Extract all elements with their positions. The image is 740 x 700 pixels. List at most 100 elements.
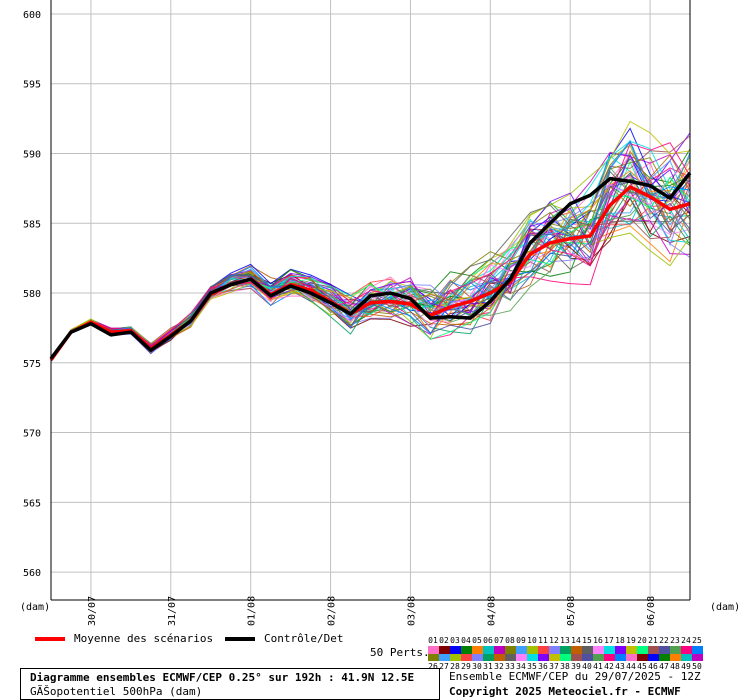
pert-number-top: 08 [505, 636, 515, 645]
main-series-lines [49, 171, 692, 362]
x-tick-label: 02/08 [327, 596, 338, 626]
pert-swatch-top [505, 646, 516, 654]
pert-swatch-bottom [516, 654, 527, 661]
x-tick-label: 05/08 [566, 596, 577, 626]
pert-swatch-bottom [483, 654, 494, 661]
pert-swatch-top [549, 646, 560, 654]
y-tick-labels: 560 565 570 575 580 585 590 595 600 [23, 10, 41, 579]
pert-swatch-top [648, 646, 659, 654]
pert-number-top: 12 [549, 636, 559, 645]
pert-number-top: 06 [483, 636, 493, 645]
y-axis-unit-left: (dam) [20, 602, 50, 613]
pert-number-top: 22 [659, 636, 669, 645]
y-tick-label: 570 [23, 429, 41, 440]
pert-number-bottom: 43 [615, 662, 625, 670]
pert-swatch-top [428, 646, 439, 654]
pert-swatch-top [681, 646, 692, 654]
perts-legend-label: 50 Perts. [370, 646, 430, 659]
pert-swatch-top [626, 646, 637, 654]
pert-number-bottom: 45 [637, 662, 647, 670]
pert-number-top: 09 [516, 636, 526, 645]
y-tick-label: 585 [23, 219, 41, 230]
pert-swatch-top [593, 646, 604, 654]
x-tick-label: 06/08 [646, 596, 657, 626]
chart-axes [50, 0, 691, 601]
ensemble-member-line [50, 155, 691, 359]
ensemble-member-line [50, 178, 691, 360]
ensemble-member-line [50, 142, 691, 360]
pert-swatch-bottom [494, 654, 505, 661]
pert-number-top: 05 [472, 636, 482, 645]
pert-number-top: 03 [450, 636, 460, 645]
diagram-info-box: Diagramme ensembles ECMWF/CEP 0.25° sur … [20, 668, 440, 700]
pert-number-bottom: 26 [428, 662, 438, 670]
pert-number-bottom: 49 [681, 662, 691, 670]
pert-swatch-top [538, 646, 549, 654]
pert-swatch-bottom [428, 654, 439, 661]
pert-swatch-bottom [637, 654, 648, 661]
y-tick-label: 560 [23, 568, 41, 579]
pert-number-top: 21 [648, 636, 658, 645]
pert-swatch-bottom [582, 654, 593, 661]
x-tick-label: 31/07 [167, 596, 178, 626]
pert-number-top: 16 [593, 636, 603, 645]
pert-number-bottom: 42 [604, 662, 614, 670]
pert-number-top: 01 [428, 636, 438, 645]
diagram-title: Diagramme ensembles ECMWF/CEP 0.25° sur … [30, 671, 415, 684]
pert-swatch-top [439, 646, 450, 654]
pert-swatch-bottom [692, 654, 703, 661]
control-series-line [49, 171, 692, 360]
pert-number-top: 24 [681, 636, 691, 645]
pert-swatch-bottom [659, 654, 670, 661]
pert-swatch-bottom [615, 654, 626, 661]
control-legend-swatch [225, 637, 255, 641]
ensemble-member-line [50, 155, 691, 359]
pert-number-top: 13 [560, 636, 570, 645]
pert-number-bottom: 47 [659, 662, 669, 670]
ensemble-member-line [50, 154, 691, 360]
pert-swatch-top [582, 646, 593, 654]
x-tick-label: 01/08 [247, 596, 258, 626]
y-axis-unit-right: (dam) [710, 602, 740, 613]
mean-legend-swatch [35, 637, 65, 641]
pert-swatch-bottom [505, 654, 516, 661]
pert-number-top: 25 [692, 636, 702, 645]
pert-swatch-bottom [604, 654, 615, 661]
pert-swatch-top [494, 646, 505, 654]
ensemble-member-line [50, 154, 691, 361]
pert-swatch-top [516, 646, 527, 654]
pert-number-bottom: 44 [626, 662, 636, 670]
pert-swatch-top [692, 646, 703, 654]
y-tick-label: 575 [23, 359, 41, 370]
pert-swatch-top [604, 646, 615, 654]
run-info: Ensemble ECMWF/CEP du 29/07/2025 - 12Z [449, 670, 701, 683]
pert-swatch-bottom [571, 654, 582, 661]
pert-swatch-bottom [549, 654, 560, 661]
x-tick-label: 04/08 [486, 596, 497, 626]
pert-number-top: 20 [637, 636, 647, 645]
pert-swatch-bottom [593, 654, 604, 661]
ensemble-member-line [50, 183, 691, 360]
pert-swatch-top [615, 646, 626, 654]
y-tick-label: 590 [23, 149, 41, 160]
pert-swatch-bottom [538, 654, 549, 661]
pert-swatch-bottom [681, 654, 692, 661]
pert-swatch-bottom [527, 654, 538, 661]
pert-number-top: 23 [670, 636, 680, 645]
pert-number-top: 11 [538, 636, 548, 645]
pert-number-bottom: 32 [494, 662, 504, 670]
pert-number-bottom: 28 [450, 662, 460, 670]
pert-number-bottom: 33 [505, 662, 515, 670]
pert-number-bottom: 35 [527, 662, 537, 670]
pert-swatch-bottom [648, 654, 659, 661]
pert-number-top: 18 [615, 636, 625, 645]
pert-number-bottom: 30 [472, 662, 482, 670]
x-tick-labels: 30/07 31/07 01/08 02/08 03/08 04/08 05/08 06/08 [87, 596, 657, 626]
pert-swatch-top [571, 646, 582, 654]
pert-number-bottom: 36 [538, 662, 548, 670]
pert-swatch-top [659, 646, 670, 654]
pert-number-top: 17 [604, 636, 614, 645]
pert-swatch-top [450, 646, 461, 654]
pert-number-top: 02 [439, 636, 449, 645]
pert-swatch-top [461, 646, 472, 654]
